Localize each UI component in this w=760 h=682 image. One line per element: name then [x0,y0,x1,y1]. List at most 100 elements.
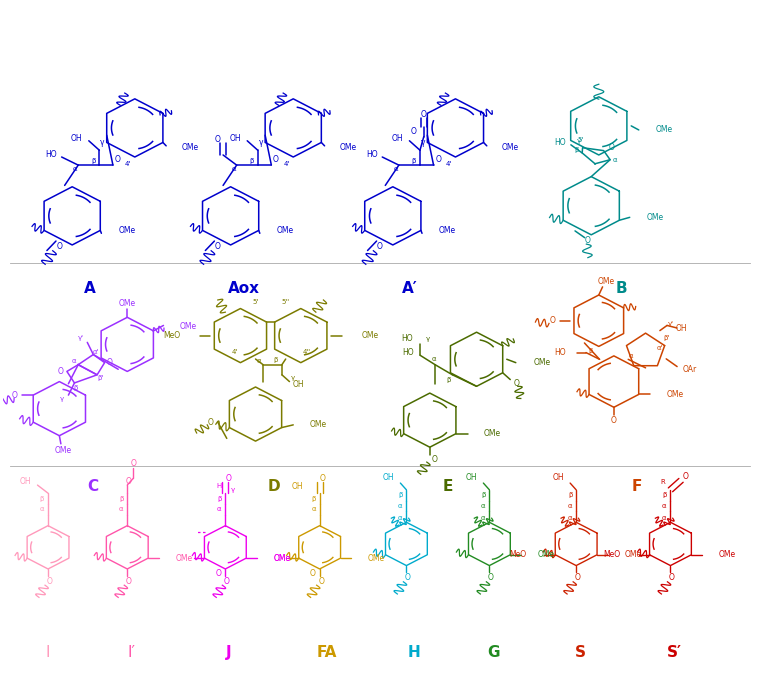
Text: HO: HO [46,150,57,159]
Text: β: β [446,377,451,383]
Text: OMe: OMe [534,358,551,367]
Text: α: α [431,356,436,362]
Text: OH: OH [71,134,83,143]
Text: γ: γ [258,138,263,147]
Text: O: O [309,569,315,578]
Text: α: α [568,503,572,509]
Text: O: O [320,474,325,483]
Text: 4': 4' [125,162,131,168]
Text: α: α [662,515,667,521]
Text: OH: OH [391,134,404,143]
Text: OH: OH [20,477,31,486]
Text: α': α' [657,346,663,351]
Text: α: α [568,515,572,521]
Text: α: α [481,515,486,521]
Text: OMe: OMe [484,429,502,438]
Text: OH: OH [230,134,241,143]
Text: β: β [119,496,123,502]
Text: HO: HO [401,334,413,344]
Text: MeO: MeO [509,550,527,559]
Text: β: β [574,147,578,153]
Text: γ: γ [426,336,429,342]
Text: HO: HO [554,138,565,147]
Text: OH: OH [291,482,303,491]
Text: γ: γ [60,396,65,402]
Text: OMe: OMe [537,550,555,559]
Text: OMe: OMe [55,446,71,455]
Text: α: α [629,353,634,359]
Text: OMe: OMe [502,143,519,152]
Text: H: H [407,644,420,659]
Text: OMe: OMe [667,390,684,399]
Text: β: β [588,349,593,354]
Text: 5'': 5'' [282,299,290,305]
Text: 5': 5' [578,136,584,143]
Text: β: β [40,496,44,502]
Text: C: C [87,479,99,494]
Text: O: O [207,417,214,427]
Text: O: O [549,316,555,325]
Text: O: O [224,577,230,586]
Text: O: O [421,110,426,119]
Text: α: α [394,166,398,172]
Text: B: B [616,281,627,296]
Text: γ: γ [421,138,426,147]
Text: J: J [226,644,232,659]
Text: β': β' [97,374,103,381]
Text: α: α [613,157,617,163]
Text: α: α [231,166,236,172]
Text: β: β [398,492,403,499]
Text: α: α [398,503,403,509]
Text: β: β [274,357,278,363]
Text: OMe: OMe [181,143,198,152]
Text: OH: OH [466,473,477,482]
Text: γ: γ [100,138,105,147]
Text: O: O [131,459,136,468]
Text: γ: γ [231,487,235,493]
Text: E: E [443,479,453,494]
Text: β: β [74,385,78,391]
Text: I: I [46,644,50,659]
Text: OMe: OMe [277,226,294,235]
Text: β': β' [663,336,670,341]
Text: G: G [487,644,499,659]
Text: O: O [435,155,441,164]
Text: MeO: MeO [163,331,180,340]
Text: O: O [488,574,494,582]
Text: β: β [662,492,667,499]
Text: O: O [682,472,689,481]
Text: O: O [377,242,383,251]
Text: O: O [106,358,112,367]
Text: γ: γ [290,375,295,381]
Text: O: O [126,577,131,586]
Text: O: O [215,569,221,578]
Text: OMe: OMe [361,331,378,340]
Text: HO: HO [555,348,566,357]
Text: α: α [398,515,403,521]
Text: OMe: OMe [368,554,385,563]
Text: O: O [318,577,324,586]
Text: γ': γ' [78,336,84,341]
Text: O: O [585,236,591,245]
Text: OAr: OAr [682,365,697,374]
Text: OMe: OMe [310,420,327,430]
Text: α': α' [93,349,100,355]
Text: OMe: OMe [439,226,456,235]
Text: α: α [119,507,124,512]
Text: D: D [268,479,280,494]
Text: 4'': 4'' [302,349,311,355]
Text: O: O [215,242,220,251]
Text: O: O [126,477,131,486]
Text: O: O [273,155,279,164]
Text: 4': 4' [445,162,451,168]
Text: O: O [432,455,437,464]
Text: I′: I′ [127,644,135,659]
Text: α: α [256,358,261,364]
Text: OMe: OMe [598,277,615,286]
Text: Aox: Aox [228,281,260,296]
Text: R: R [660,479,665,485]
Text: O: O [608,143,614,152]
Text: S′: S′ [667,644,682,659]
Text: β: β [91,158,96,164]
Text: α: α [662,503,667,509]
